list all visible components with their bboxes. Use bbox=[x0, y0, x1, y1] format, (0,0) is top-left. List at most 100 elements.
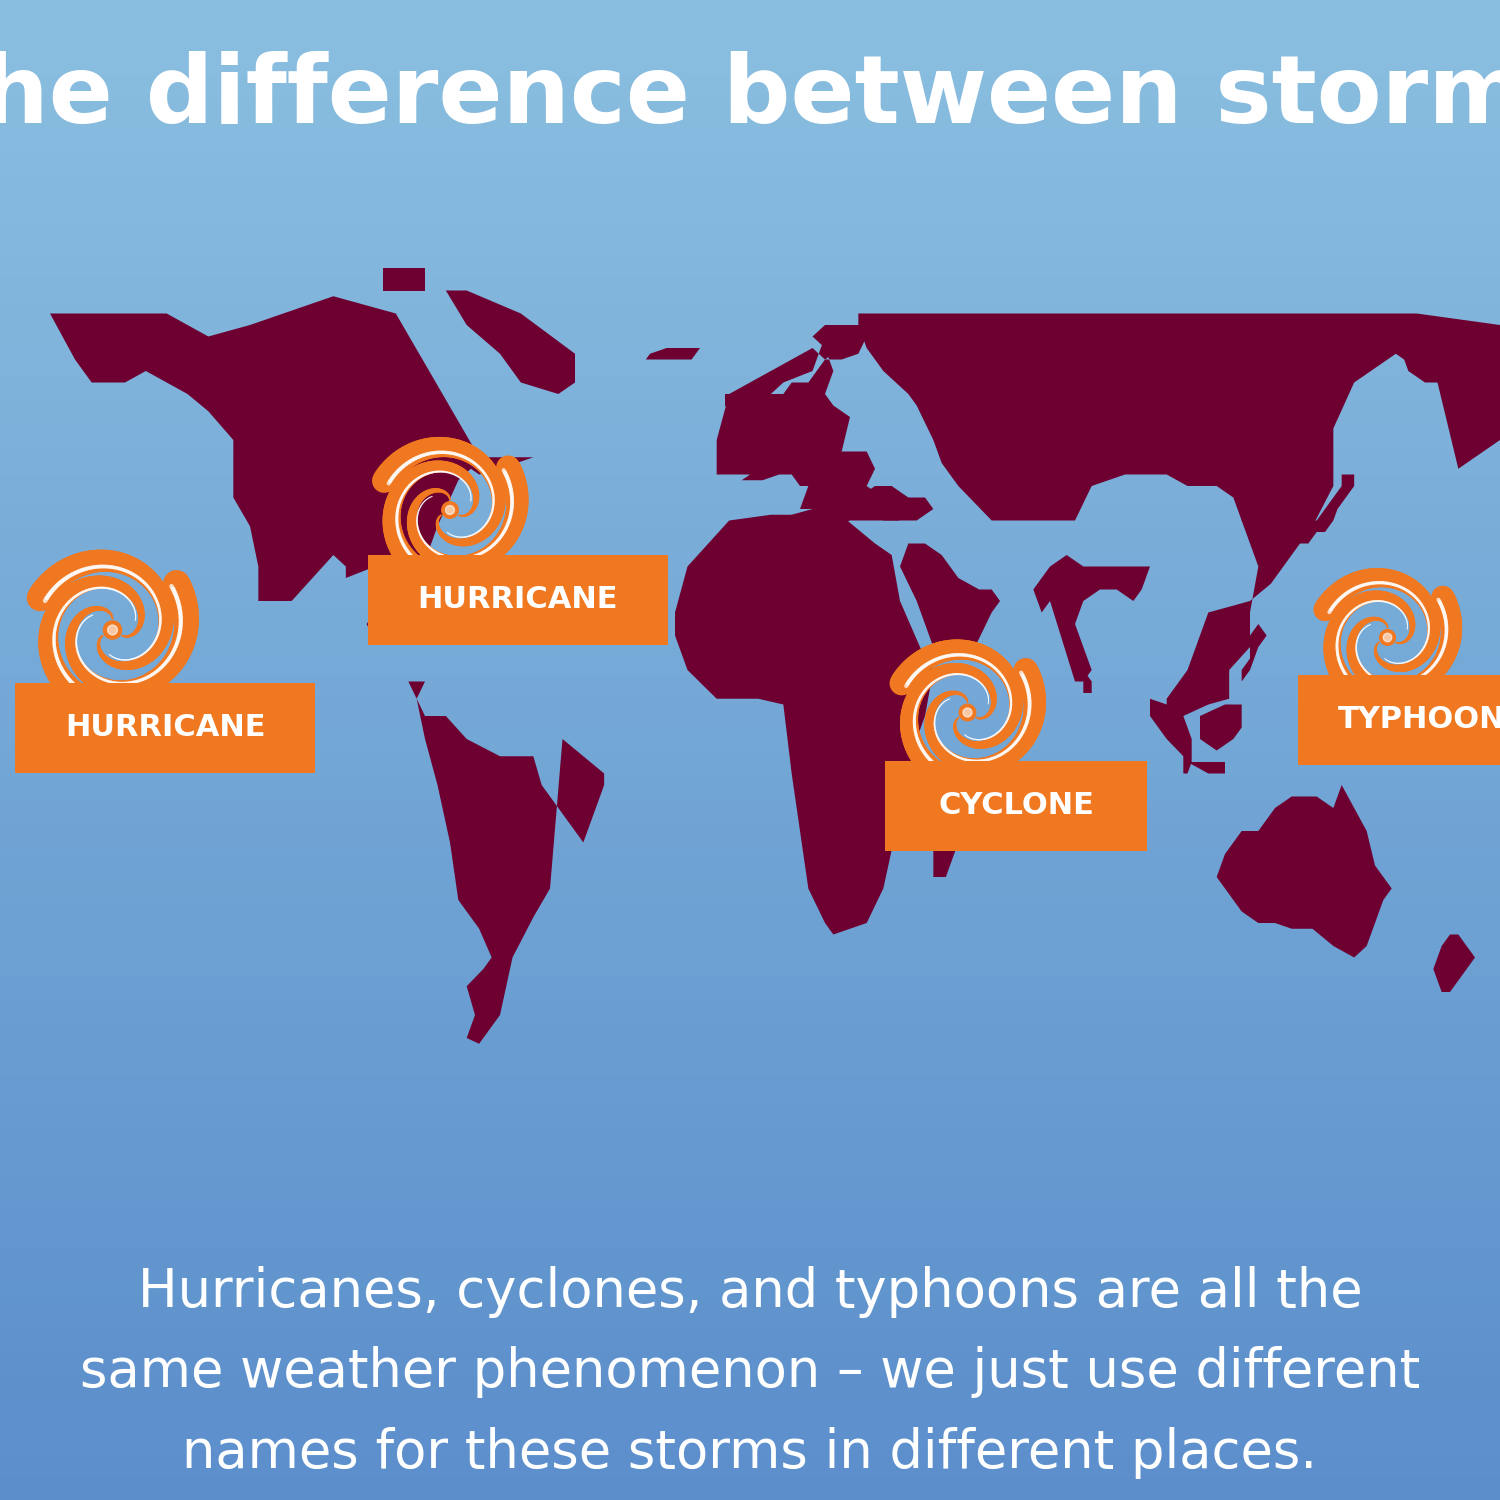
Bar bbox=[0, 600, 1500, 625]
Polygon shape bbox=[1292, 474, 1354, 543]
Bar bbox=[0, 1150, 1500, 1174]
Bar bbox=[0, 900, 1500, 926]
FancyBboxPatch shape bbox=[1298, 675, 1500, 765]
Polygon shape bbox=[1434, 934, 1474, 992]
Bar bbox=[0, 1275, 1500, 1300]
Circle shape bbox=[104, 621, 122, 639]
Polygon shape bbox=[1242, 624, 1266, 681]
Bar bbox=[0, 850, 1500, 874]
Bar bbox=[0, 1250, 1500, 1275]
Polygon shape bbox=[1083, 670, 1092, 693]
Bar bbox=[0, 124, 1500, 150]
Text: The difference between storms: The difference between storms bbox=[0, 51, 1500, 144]
Polygon shape bbox=[858, 486, 933, 520]
Bar bbox=[0, 274, 1500, 300]
Text: HURRICANE: HURRICANE bbox=[417, 585, 618, 615]
Bar bbox=[0, 1226, 1500, 1250]
Bar bbox=[0, 1450, 1500, 1474]
Polygon shape bbox=[771, 326, 874, 405]
Bar bbox=[0, 0, 1500, 26]
Bar bbox=[0, 700, 1500, 724]
Circle shape bbox=[1380, 630, 1395, 645]
Polygon shape bbox=[1034, 555, 1150, 681]
Bar bbox=[0, 225, 1500, 251]
Bar bbox=[0, 1425, 1500, 1450]
Bar bbox=[0, 1474, 1500, 1500]
Polygon shape bbox=[396, 590, 441, 612]
Bar bbox=[0, 200, 1500, 225]
Bar bbox=[0, 1200, 1500, 1225]
Polygon shape bbox=[724, 394, 759, 439]
Bar bbox=[0, 1350, 1500, 1376]
FancyBboxPatch shape bbox=[885, 760, 1148, 850]
Polygon shape bbox=[441, 612, 459, 624]
Polygon shape bbox=[1150, 699, 1191, 774]
Polygon shape bbox=[384, 267, 424, 291]
Bar bbox=[0, 926, 1500, 950]
Bar bbox=[0, 350, 1500, 375]
Bar bbox=[0, 874, 1500, 900]
Circle shape bbox=[963, 708, 972, 717]
Bar bbox=[0, 550, 1500, 574]
Bar bbox=[0, 776, 1500, 800]
Bar bbox=[0, 1000, 1500, 1024]
Bar bbox=[0, 975, 1500, 1000]
Text: TYPHOON: TYPHOON bbox=[1338, 705, 1500, 735]
Bar bbox=[0, 375, 1500, 400]
Polygon shape bbox=[900, 543, 1001, 658]
Bar bbox=[0, 724, 1500, 750]
Bar bbox=[0, 1324, 1500, 1350]
Circle shape bbox=[108, 626, 117, 634]
Polygon shape bbox=[646, 348, 700, 360]
Polygon shape bbox=[708, 326, 900, 526]
Bar bbox=[0, 675, 1500, 700]
Bar bbox=[0, 300, 1500, 326]
Polygon shape bbox=[858, 314, 1500, 716]
Bar bbox=[0, 626, 1500, 650]
Bar bbox=[0, 500, 1500, 525]
Bar bbox=[0, 450, 1500, 476]
Bar bbox=[0, 176, 1500, 200]
Bar bbox=[0, 1076, 1500, 1100]
Circle shape bbox=[960, 705, 975, 722]
Circle shape bbox=[441, 501, 459, 519]
Text: CYCLONE: CYCLONE bbox=[939, 790, 1094, 820]
Bar bbox=[0, 1400, 1500, 1425]
Bar bbox=[0, 750, 1500, 776]
Bar bbox=[0, 1300, 1500, 1324]
Polygon shape bbox=[1188, 762, 1225, 774]
Circle shape bbox=[446, 506, 454, 515]
Bar bbox=[0, 100, 1500, 124]
Text: HURRICANE: HURRICANE bbox=[64, 712, 266, 742]
Bar bbox=[0, 825, 1500, 850]
Polygon shape bbox=[408, 681, 604, 1044]
Bar bbox=[0, 50, 1500, 75]
FancyBboxPatch shape bbox=[368, 555, 668, 645]
Text: Hurricanes, cyclones, and typhoons are all the
same weather phenomenon – we just: Hurricanes, cyclones, and typhoons are a… bbox=[80, 1266, 1420, 1479]
Bar bbox=[0, 1050, 1500, 1076]
Bar bbox=[0, 251, 1500, 274]
Bar bbox=[0, 574, 1500, 600]
Polygon shape bbox=[933, 796, 958, 877]
Bar bbox=[0, 950, 1500, 975]
Bar bbox=[0, 1024, 1500, 1050]
Bar bbox=[0, 1100, 1500, 1125]
Bar bbox=[0, 650, 1500, 675]
Bar bbox=[0, 26, 1500, 50]
Bar bbox=[0, 1376, 1500, 1400]
Bar bbox=[0, 1174, 1500, 1200]
Bar bbox=[0, 326, 1500, 350]
Polygon shape bbox=[446, 291, 574, 394]
Bar bbox=[0, 476, 1500, 500]
Bar bbox=[0, 424, 1500, 450]
Polygon shape bbox=[1200, 705, 1242, 750]
Bar bbox=[0, 400, 1500, 424]
Polygon shape bbox=[1216, 784, 1392, 957]
Bar bbox=[0, 800, 1500, 825]
Bar bbox=[0, 150, 1500, 176]
Bar bbox=[0, 75, 1500, 100]
Polygon shape bbox=[1400, 336, 1467, 382]
Polygon shape bbox=[675, 509, 933, 934]
Circle shape bbox=[1383, 633, 1392, 642]
Bar bbox=[0, 525, 1500, 550]
